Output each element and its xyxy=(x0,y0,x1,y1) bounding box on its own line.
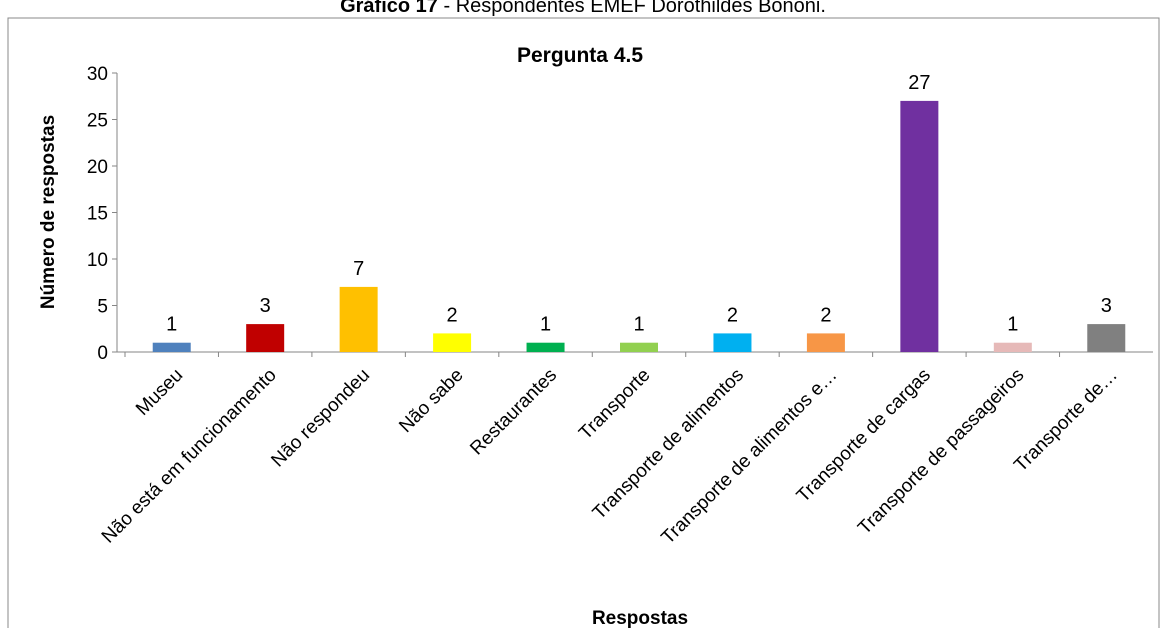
caption: Gráfico 17 - Respondentes EMEF Dorothild… xyxy=(340,0,826,17)
x-tick-label: Restaurantes xyxy=(466,365,561,460)
caption-label: Gráfico 17 xyxy=(340,0,438,17)
x-tick-label: Museu xyxy=(132,365,187,420)
value-label: 2 xyxy=(820,304,831,326)
x-tick-label: Transporte xyxy=(575,365,654,444)
value-label: 1 xyxy=(633,314,644,336)
y-tick-label: 15 xyxy=(87,204,108,225)
value-label: 27 xyxy=(908,72,930,94)
x-tick-label: Não respondeu xyxy=(267,365,374,472)
bar xyxy=(620,342,658,352)
x-tick-label: Transporte de alimentos xyxy=(589,365,748,524)
y-axis-label: Número de respostas xyxy=(38,115,59,309)
bar xyxy=(433,333,472,352)
value-label: 1 xyxy=(1007,314,1018,336)
bar xyxy=(900,100,939,353)
x-axis-label: Respostas xyxy=(592,608,688,628)
bar xyxy=(993,342,1032,352)
y-tick-label: 10 xyxy=(87,250,108,271)
bar xyxy=(806,333,845,352)
bar xyxy=(246,324,285,352)
bar xyxy=(526,342,565,352)
bar xyxy=(713,333,752,352)
caption-text: - Respondentes EMEF Dorothildes Bononi. xyxy=(443,0,825,17)
x-tick-label: Não está em funcionamento xyxy=(98,365,281,548)
value-label: 3 xyxy=(1101,295,1112,317)
y-tick-label: 30 xyxy=(87,64,108,85)
x-tick-label: Não sabe xyxy=(395,365,467,437)
bar xyxy=(152,342,191,352)
value-label: 3 xyxy=(260,295,271,317)
y-tick-label: 25 xyxy=(87,111,108,132)
y-tick-label: 5 xyxy=(97,297,108,318)
value-label: 1 xyxy=(166,314,177,336)
y-tick-label: 20 xyxy=(87,157,108,178)
value-label: 2 xyxy=(727,304,738,326)
value-label: 1 xyxy=(540,314,551,336)
x-tick-label: Transporte de alimentos e… xyxy=(658,365,842,549)
y-tick-label: 0 xyxy=(97,343,108,364)
x-tick-label: Transporte de… xyxy=(1010,365,1121,476)
bar xyxy=(339,286,378,352)
value-label: 7 xyxy=(353,258,364,280)
x-tick-label: Transporte de passageiros xyxy=(854,365,1028,539)
chart-border xyxy=(7,17,1160,628)
chart-title: Pergunta 4.5 xyxy=(517,44,643,67)
value-label: 2 xyxy=(447,304,458,326)
bar xyxy=(1087,324,1126,352)
